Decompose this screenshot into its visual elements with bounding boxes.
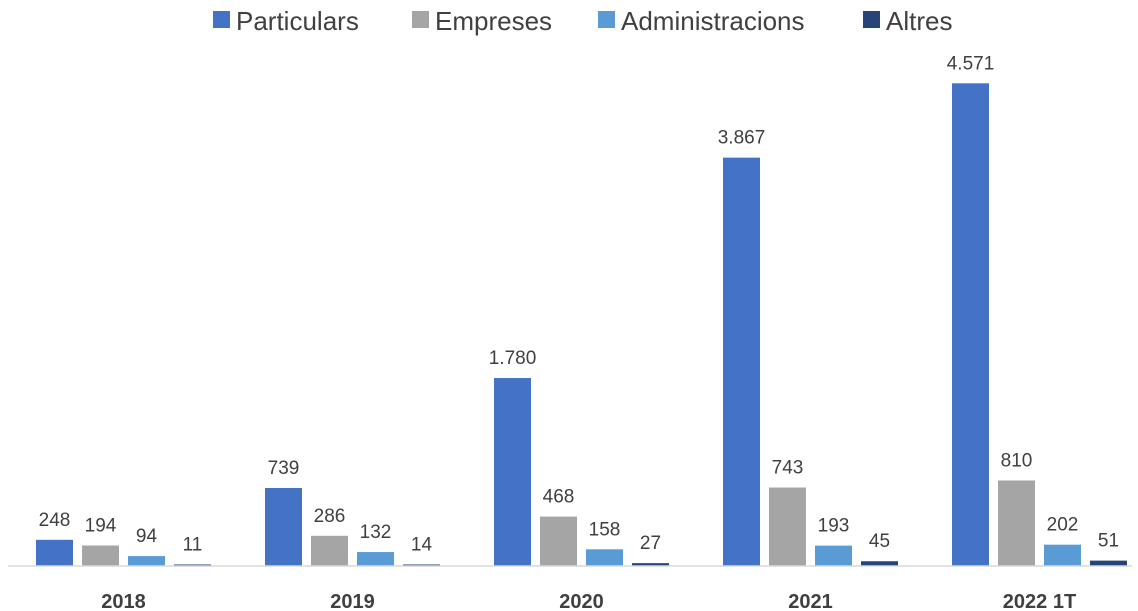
value-label-particulars-2021: 3.867 — [718, 128, 766, 149]
bar-empreses-2019 — [311, 535, 348, 566]
bar-administracions-2022-1t — [1044, 544, 1081, 566]
bar-group — [36, 83, 1127, 566]
legend-swatch-administracions — [598, 11, 615, 28]
bar-particulars-2022-1t — [952, 83, 989, 566]
bar-empreses-2018 — [82, 545, 119, 566]
legend-label-particulars: Particulars — [236, 6, 359, 36]
value-label-particulars-2020: 1.780 — [489, 348, 537, 369]
category-label-2022-1t: 2022 1T — [1003, 591, 1076, 611]
legend-label-altres: Altres — [886, 6, 952, 36]
legend-swatch-altres — [863, 11, 880, 28]
value-label-altres-2021: 45 — [869, 531, 890, 552]
category-label-2021: 2021 — [788, 591, 833, 611]
value-label-empreses-2021: 743 — [772, 458, 804, 479]
value-label-administracions-2019: 132 — [360, 522, 392, 543]
x-axis-category-labels: 2018 2019 2020 2021 2022 1T — [101, 591, 1076, 611]
value-label-particulars-2022-1t: 4.571 — [947, 53, 995, 74]
category-label-2018: 2018 — [101, 591, 146, 611]
bar-particulars-2018 — [36, 539, 73, 566]
value-label-altres-2018: 11 — [183, 535, 203, 556]
bar-altres-2022-1t — [1090, 560, 1127, 566]
legend-swatch-empreses — [412, 11, 429, 28]
value-label-administracions-2018: 94 — [136, 526, 158, 547]
bar-empreses-2022-1t — [998, 480, 1035, 566]
bar-administracions-2020 — [586, 549, 623, 566]
value-label-empreses-2020: 468 — [543, 487, 575, 508]
value-label-administracions-2020: 158 — [589, 519, 621, 540]
bar-particulars-2021 — [723, 157, 760, 566]
legend-label-empreses: Empreses — [435, 6, 552, 36]
value-label-empreses-2018: 194 — [85, 516, 117, 537]
category-label-2020: 2020 — [559, 591, 604, 611]
value-label-group: 248 194 94 11 739 286 132 14 1.780 468 158 27 3.867 7… — [39, 53, 1119, 555]
value-label-altres-2019: 14 — [411, 535, 433, 556]
bar-particulars-2019 — [265, 487, 302, 566]
value-label-particulars-2018: 248 — [39, 510, 71, 531]
bar-administracions-2019 — [357, 552, 394, 566]
bar-administracions-2018 — [128, 556, 165, 566]
legend-swatch-particulars — [213, 11, 230, 28]
value-label-altres-2020: 27 — [640, 533, 661, 554]
bar-administracions-2021 — [815, 545, 852, 566]
bar-altres-2020 — [632, 563, 669, 566]
value-label-particulars-2019: 739 — [268, 458, 300, 479]
value-label-altres-2022-1t: 51 — [1098, 531, 1119, 552]
value-label-empreses-2019: 286 — [314, 506, 346, 527]
legend-label-administracions: Administracions — [621, 6, 805, 36]
value-label-administracions-2021: 193 — [818, 516, 850, 537]
category-label-2019: 2019 — [330, 591, 375, 611]
bar-particulars-2020 — [494, 378, 531, 566]
value-label-administracions-2022-1t: 202 — [1047, 515, 1079, 536]
bar-altres-2021 — [861, 561, 898, 566]
chart-legend: Particulars Empreses Administracions Altres — [213, 6, 952, 36]
bar-empreses-2020 — [540, 516, 577, 566]
bar-empreses-2021 — [769, 487, 806, 566]
value-label-empreses-2022-1t: 810 — [1001, 450, 1033, 471]
